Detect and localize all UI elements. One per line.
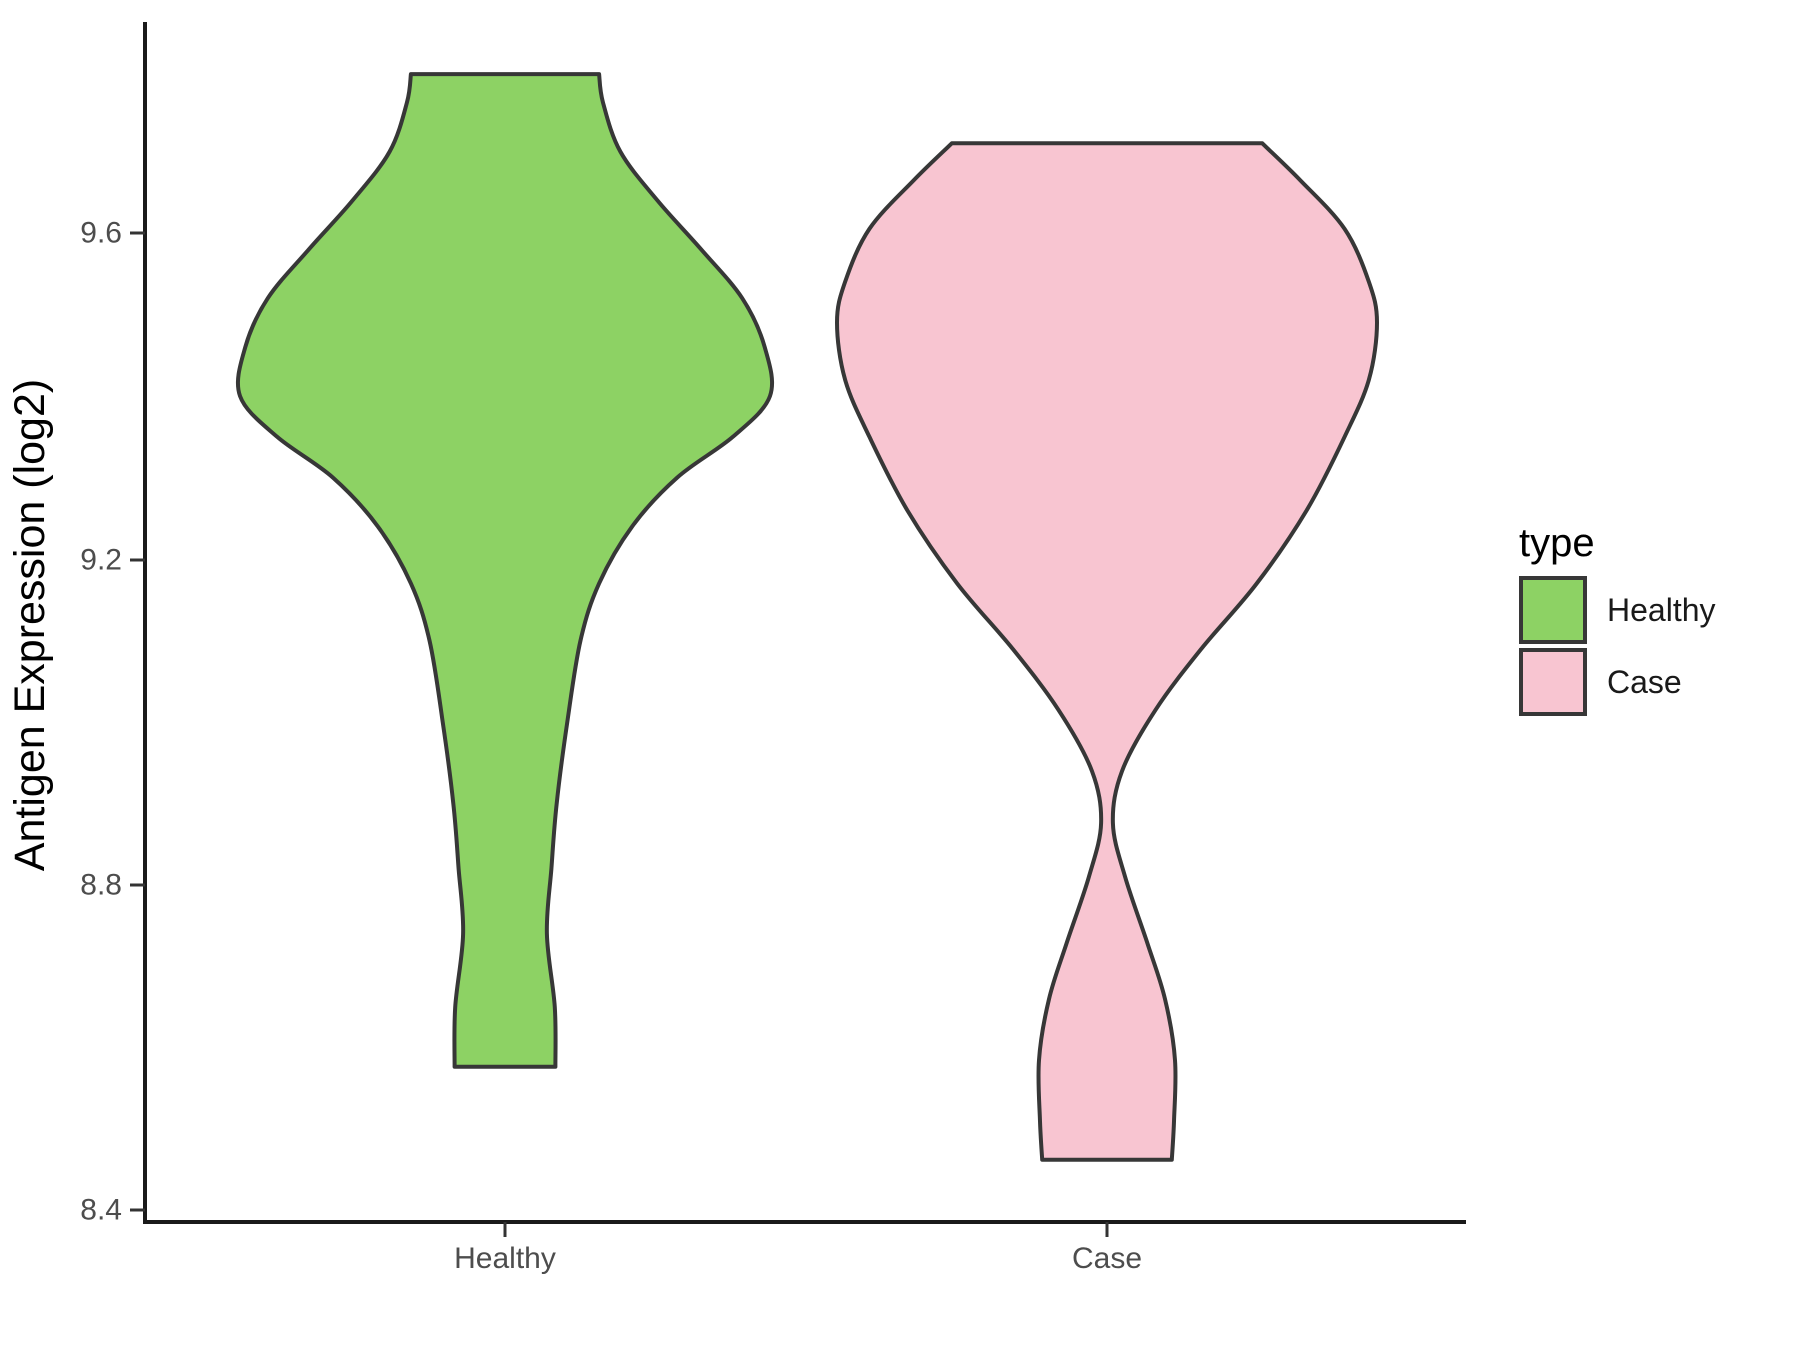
legend-key-healthy [1519,576,1587,644]
legend-label-case: Case [1607,664,1682,700]
legend-label-healthy: Healthy [1607,592,1716,628]
legend: type Healthy Case [1519,521,1716,716]
x-tick-label-healthy: Healthy [454,1242,556,1275]
legend-key-case [1519,648,1587,716]
legend-title: type [1519,521,1595,565]
tick-labels: 9.6 9.2 8.8 8.4 Healthy Case [80,217,1142,1276]
y-tick-label-8-4: 8.4 [80,1194,122,1227]
violin-group [235,72,1379,1162]
y-tick-label-9-2: 9.2 [80,544,122,577]
axes [130,22,1466,1237]
violin-healthy [235,72,775,1069]
y-tick-label-8-8: 8.8 [80,869,122,902]
violin-case [835,141,1379,1162]
x-tick-label-case: Case [1072,1242,1142,1275]
y-axis-title: Antigen Expression (log2) [6,379,54,871]
y-tick-label-9-6: 9.6 [80,217,122,250]
